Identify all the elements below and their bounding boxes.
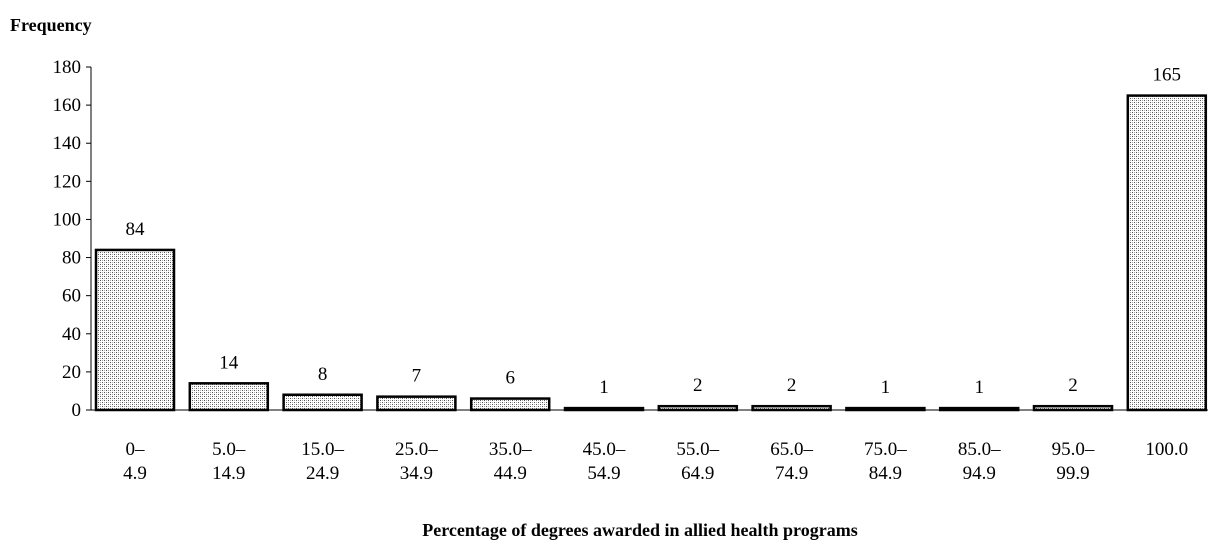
- x-tick-label: 85.0–: [958, 439, 1001, 460]
- y-tick-label: 0: [72, 400, 82, 421]
- data-label: 2: [693, 375, 703, 396]
- x-tick-label: 95.0–: [1052, 439, 1095, 460]
- y-tick-label: 120: [53, 171, 82, 192]
- data-label: 1: [881, 377, 891, 398]
- bar: [188, 382, 270, 412]
- x-tick-label: 55.0–: [676, 439, 719, 460]
- x-tick-label: 5.0–: [212, 439, 246, 460]
- data-label: 165: [1153, 65, 1182, 86]
- bars: [94, 94, 1208, 412]
- y-axis-label: Frequency: [10, 15, 92, 35]
- x-tick-label: 15.0–: [301, 439, 344, 460]
- x-tick-label: 44.9: [494, 463, 527, 484]
- y-tick-label: 80: [62, 248, 81, 269]
- x-tick-label: 74.9: [775, 463, 808, 484]
- x-tick-label: 0–: [126, 439, 146, 460]
- x-tick-label: 75.0–: [864, 439, 907, 460]
- x-tick-label: 14.9: [212, 463, 245, 484]
- x-tick-label: 100.0: [1145, 439, 1188, 460]
- bar: [657, 404, 739, 412]
- x-tick-label: 4.9: [123, 463, 147, 484]
- y-tick-label: 20: [62, 362, 81, 383]
- y-tick-label: 40: [62, 324, 81, 345]
- bar: [282, 393, 363, 412]
- data-label: 1: [974, 377, 984, 398]
- y-tick-label: 60: [62, 286, 81, 307]
- data-label: 2: [787, 375, 797, 396]
- bar: [1032, 404, 1114, 412]
- x-tick-label: 99.9: [1056, 463, 1089, 484]
- x-tick-label: 45.0–: [583, 439, 626, 460]
- bar: [751, 404, 832, 412]
- y-axis: 0 20 40 60 80 100 120 140 160 180: [53, 57, 92, 421]
- x-tick-label: 24.9: [306, 463, 339, 484]
- x-tick-label: 35.0–: [489, 439, 532, 460]
- y-tick-label: 100: [53, 209, 82, 230]
- x-tick-label: 54.9: [587, 463, 620, 484]
- x-tick-label: 94.9: [963, 463, 996, 484]
- y-tick-label: 180: [53, 57, 82, 78]
- data-label: 1: [599, 377, 609, 398]
- x-tick-label: 64.9: [681, 463, 714, 484]
- bar: [1126, 94, 1208, 412]
- x-axis-tick-labels: 0– 4.9 5.0– 14.9 15.0– 24.9 25.0– 34.9 35.0– 44.9…: [123, 439, 1188, 484]
- y-tick-label: 140: [53, 133, 82, 154]
- data-label: 14: [219, 352, 239, 373]
- data-label: 84: [126, 219, 146, 240]
- bar: [376, 395, 457, 412]
- y-tick-label: 160: [53, 95, 82, 116]
- x-tick-label: 34.9: [400, 463, 433, 484]
- data-label: 6: [505, 368, 515, 389]
- data-label: 2: [1068, 375, 1078, 396]
- data-label: 8: [318, 364, 328, 385]
- x-tick-label: 84.9: [869, 463, 902, 484]
- bar: [469, 397, 551, 412]
- data-label: 7: [412, 366, 422, 387]
- x-tick-label: 25.0–: [395, 439, 438, 460]
- x-tick-label: 65.0–: [770, 439, 813, 460]
- data-labels: 84 14 8 7 6 1 2 2 1 1 2 165: [126, 65, 1182, 399]
- bar: [94, 248, 176, 412]
- x-axis-label: Percentage of degrees awarded in allied …: [422, 520, 857, 540]
